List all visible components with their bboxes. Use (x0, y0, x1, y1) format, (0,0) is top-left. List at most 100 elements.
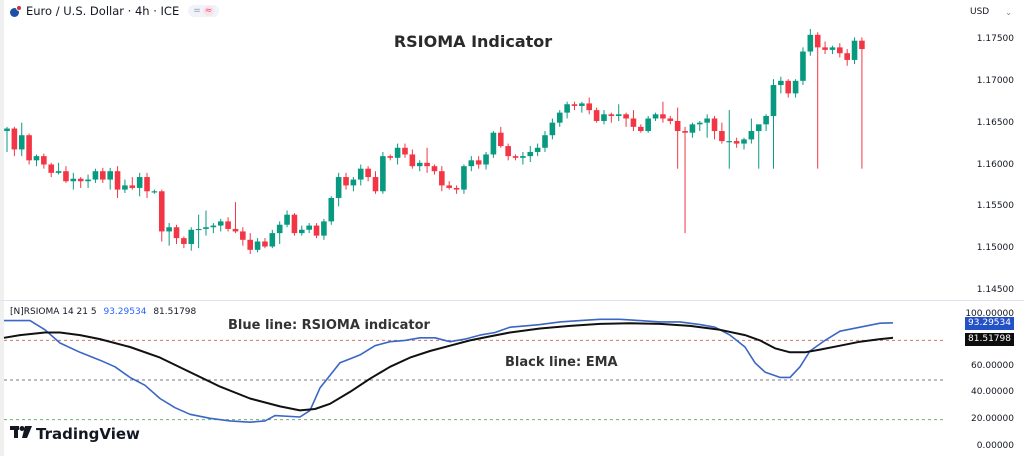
candle-body (299, 229, 305, 234)
candle-body (615, 114, 622, 116)
candle-body (210, 225, 217, 228)
candle-body (284, 214, 290, 225)
candle-body (527, 151, 534, 157)
price-axis-label: 1.16000 (976, 160, 1014, 170)
candle-body (158, 191, 165, 232)
candle-body (660, 114, 666, 119)
candle-body (461, 166, 467, 190)
candle-body (380, 156, 386, 192)
candle-body (343, 177, 349, 186)
candle-body (704, 118, 710, 123)
candle-body (328, 197, 335, 222)
ema-price-tag: 81.51798 (965, 333, 1014, 346)
candle-body (696, 122, 703, 125)
candle-body (33, 156, 40, 161)
candle-body (350, 179, 357, 186)
candle-body (100, 171, 106, 180)
candle-body (468, 160, 475, 167)
candle-body (409, 154, 416, 167)
candle-body (534, 147, 541, 152)
candle-body (638, 126, 644, 132)
candle-body (232, 228, 239, 232)
candle-body (733, 141, 740, 144)
candle-body (439, 171, 445, 186)
candle-body (512, 156, 519, 158)
candle-body (144, 177, 150, 192)
candle-body (800, 51, 806, 81)
candle-body (424, 162, 430, 167)
rsioma-value: 93.29534 (103, 307, 147, 317)
candle-body (837, 47, 843, 54)
candle-body (203, 227, 209, 229)
candle-body (11, 128, 18, 150)
candle-body (365, 168, 371, 178)
candle-body (276, 224, 283, 234)
indicator-axis-label: 40.00000 (971, 387, 1014, 397)
candle-body (416, 162, 423, 167)
rsioma-price-tag: 93.29534 (965, 317, 1014, 330)
candle-body (475, 160, 482, 165)
price-axis-label: 1.16500 (976, 118, 1014, 128)
candle-body (571, 104, 578, 106)
candle-body (822, 47, 828, 50)
candle-body (70, 178, 77, 182)
candle-body (114, 171, 121, 190)
candle-body (556, 112, 563, 123)
candle-body (357, 168, 364, 180)
candle-body (579, 103, 585, 106)
tradingview-logo[interactable]: TradingView (10, 425, 140, 443)
candle-body (151, 191, 158, 193)
indicator-legend[interactable]: [N]RSIOMA 14 21 5 93.29534 81.51798 (10, 307, 196, 317)
equal-icon: = (193, 6, 201, 16)
candle-body (446, 185, 452, 188)
candle-body (166, 227, 172, 232)
candle-body (829, 47, 836, 50)
candle-body (652, 114, 659, 119)
candle-body (335, 177, 342, 198)
candle-body (306, 225, 312, 230)
candle-body (173, 227, 180, 239)
currency-selector[interactable]: USD ⌄ (966, 3, 1016, 21)
candle-body (608, 114, 615, 116)
candle-body (741, 139, 747, 144)
candle-body (4, 128, 10, 132)
pane-separator[interactable] (0, 300, 1024, 301)
annotation-blue-line: Blue line: RSIOMA indicator (228, 318, 430, 333)
candle-body (778, 80, 784, 86)
candle-body (107, 171, 113, 180)
candle-body (63, 171, 69, 182)
candle-body (623, 114, 629, 119)
candle-body (630, 118, 637, 127)
candle-body (520, 156, 526, 158)
candle-body (321, 221, 327, 236)
chart-title: RSIOMA Indicator (393, 32, 553, 51)
candle-body (291, 214, 298, 234)
candle-body (217, 221, 224, 226)
candle-body (431, 166, 438, 172)
candle-body (645, 118, 651, 132)
candle-body (564, 104, 570, 113)
candle-body (549, 122, 556, 136)
indicator-name: [N]RSIOMA 14 21 5 (10, 307, 97, 317)
chevron-down-icon: ⌄ (1005, 7, 1012, 17)
indicator-axis-label: 0.00000 (976, 441, 1014, 451)
candle-body (240, 231, 246, 240)
status-pill[interactable]: = ≈ (188, 5, 220, 17)
symbol-header[interactable]: Euro / U.S. Dollar · 4h · ICE = ≈ (10, 3, 220, 19)
candle-body (726, 141, 733, 143)
price-axis-label: 1.17000 (976, 76, 1014, 86)
candle-body (18, 135, 25, 150)
ema-line (3, 322, 894, 412)
candle-body (674, 120, 681, 132)
candle-body (755, 124, 762, 132)
candle-body (181, 238, 187, 244)
candle-body (763, 115, 769, 125)
price-axis-label: 1.17500 (976, 34, 1014, 44)
candle-body (372, 177, 379, 192)
ema-value: 81.51798 (153, 307, 197, 317)
candle-body (689, 124, 696, 133)
candle-body (859, 40, 865, 50)
candle-body (667, 118, 674, 121)
candle-body (490, 132, 497, 155)
